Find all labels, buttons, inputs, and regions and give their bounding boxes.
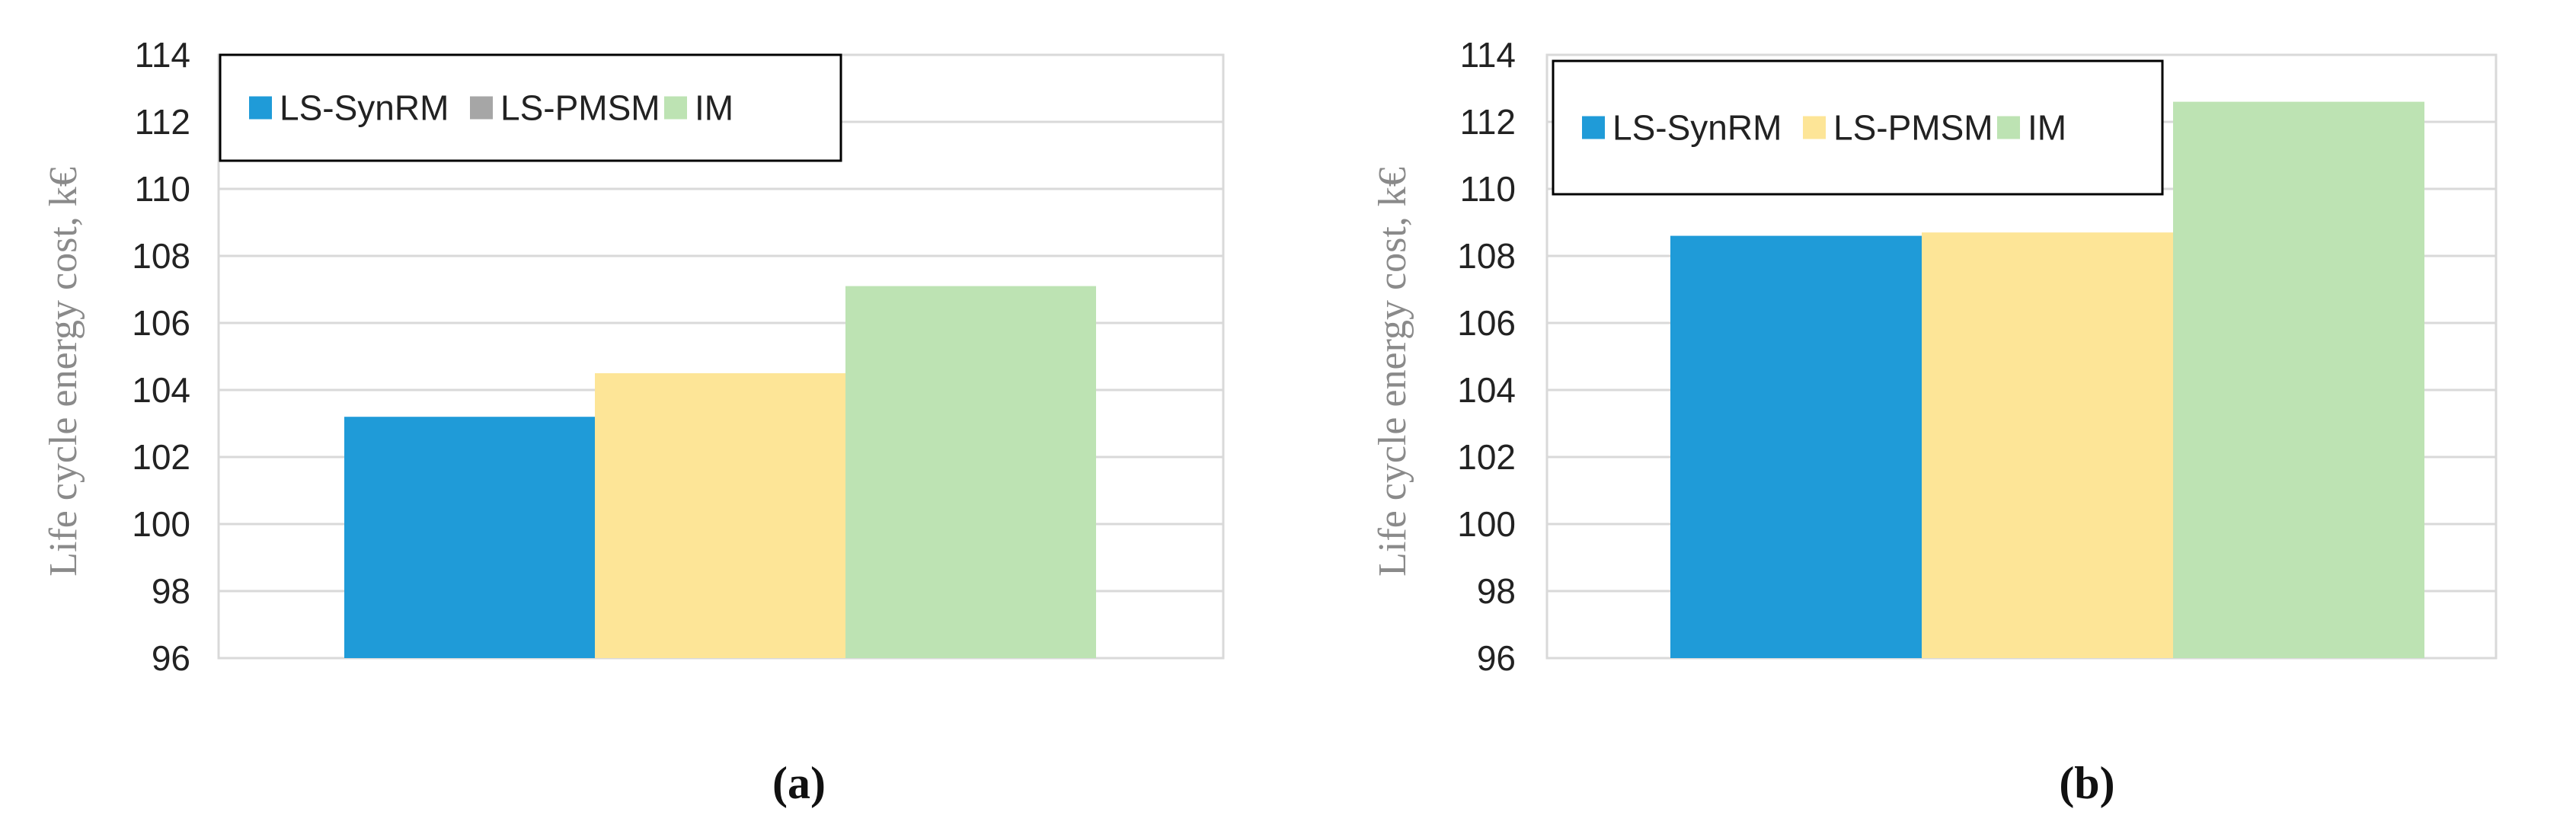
chart-b-legend-label: IM [2028,108,2066,148]
chart-b-legend-label: LS-SynRM [1612,108,1782,148]
chart-b-bar-ls-synrm [1670,235,1922,659]
chart-b-y-tick-label: 110 [1460,169,1516,209]
chart-a-y-tick-label: 98 [152,571,190,611]
chart-b-legend-label: LS-PMSM [1833,108,1993,148]
chart-a-y-tick-label: 102 [132,437,190,477]
chart-a-bar-ls-pmsm [595,373,845,658]
chart-a-y-tick-label: 106 [132,303,190,343]
chart-b-legend-swatch [1997,116,2020,139]
chart-b-y-axis-title: Life cycle energy cost, k€ [1371,167,1414,577]
chart-b-y-tick-label: 102 [1457,437,1516,477]
chart-a-y-tick-label: 112 [135,102,190,142]
chart-a-legend-label: LS-PMSM [500,88,660,128]
chart-a-legend [219,53,842,162]
chart-a-y-tick-label: 104 [132,370,190,410]
chart-a-panel-label: (a) [772,758,826,808]
chart-a-y-tick-label: 110 [135,169,190,209]
chart-a-legend-label: LS-SynRM [280,88,449,128]
chart-b-y-tick-label: 100 [1457,504,1516,544]
chart-a-bar-im [845,286,1096,658]
chart-a-legend-label: IM [695,88,733,128]
chart-b-y-tick-label: 104 [1457,370,1516,410]
chart-b-y-tick-label: 112 [1460,102,1516,142]
chart-a-bar-ls-synrm [344,417,595,658]
chart-b-bar-im [2173,101,2424,659]
chart-b-legend-swatch [1803,116,1826,139]
chart-b-bar-ls-pmsm [1922,232,2173,658]
chart-a-y-tick-label: 96 [152,638,190,678]
chart-b-y-tick-label: 114 [1460,35,1516,75]
chart-b-y-tick-label: 96 [1477,638,1516,678]
chart-a-y-tick-label: 100 [132,504,190,544]
chart-a-y-tick-label: 108 [132,236,190,276]
chart-a-y-axis-title: Life cycle energy cost, k€ [42,167,85,577]
chart-a-legend-swatch [664,96,687,120]
chart-a-legend-swatch [470,96,493,120]
chart-b-y-tick-label: 106 [1457,303,1516,343]
chart-b-panel-label: (b) [2059,758,2114,808]
chart-b-y-tick-label: 98 [1477,571,1516,611]
chart-b-legend [1552,59,2164,196]
chart-a-y-tick-label: 114 [135,35,190,75]
chart-b-legend-swatch [1582,116,1605,139]
chart-a-legend-swatch [249,96,272,120]
chart-b-y-tick-label: 108 [1457,236,1516,276]
